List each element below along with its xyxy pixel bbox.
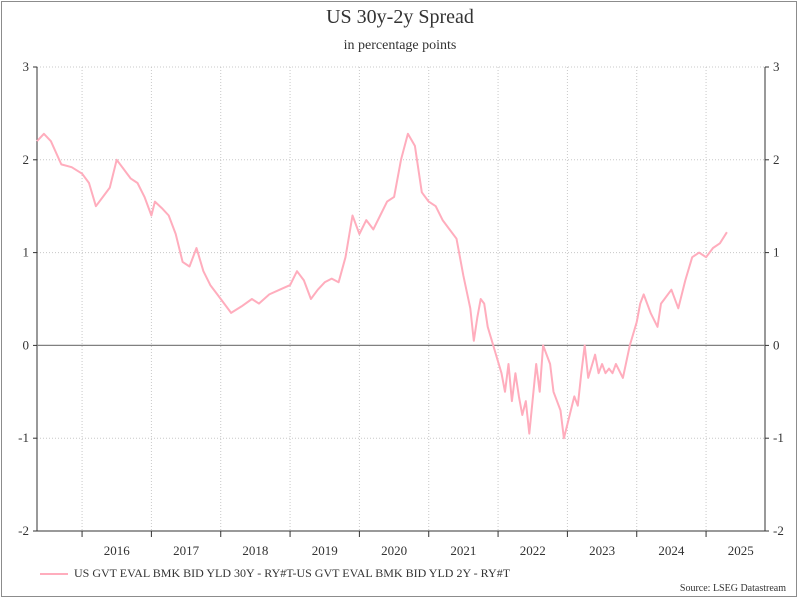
x-tick-label: 2025 xyxy=(728,543,754,558)
x-tick-label: 2020 xyxy=(381,543,407,558)
tick-labels: -2 -2 -1 -1 0 0 1 1 2 2 3 3 2016 2017 2018 2019 2020 2021… xyxy=(18,59,784,558)
y-tick-label-right: 3 xyxy=(773,59,780,74)
legend-label: US GVT EVAL BMK BID YLD 30Y - RY#T-US GV… xyxy=(74,566,511,580)
legend-swatch xyxy=(40,572,68,575)
legend: US GVT EVAL BMK BID YLD 30Y - RY#T-US GV… xyxy=(40,566,510,581)
y-tick-label-right: -2 xyxy=(773,523,784,538)
series-line xyxy=(36,132,728,440)
y-tick-label-right: 1 xyxy=(773,245,780,260)
y-tick-label-left: 1 xyxy=(23,245,30,260)
y-tick-label-left: 2 xyxy=(23,152,30,167)
grid-lines xyxy=(37,66,765,531)
x-tick-label: 2021 xyxy=(450,543,476,558)
x-tick-label: 2022 xyxy=(520,543,546,558)
y-tick-label-right: 2 xyxy=(773,152,780,167)
y-tick-label-left: 3 xyxy=(23,59,30,74)
x-tick-label: 2019 xyxy=(312,543,338,558)
chart-subtitle: in percentage points xyxy=(343,38,457,53)
x-tick-label: 2023 xyxy=(589,543,615,558)
y-tick-label-left: -1 xyxy=(18,430,29,445)
chart-title: US 30y-2y Spread xyxy=(326,6,474,28)
y-tick-label-right: -1 xyxy=(773,430,784,445)
source-note: Source: LSEG Datastream xyxy=(679,583,786,594)
x-tick-label: 2017 xyxy=(173,543,200,558)
y-tick-label-left: -2 xyxy=(18,523,29,538)
y-tick-label-right: 0 xyxy=(773,337,780,352)
series-layer xyxy=(36,132,728,440)
x-tick-label: 2018 xyxy=(242,543,268,558)
x-tick-label: 2016 xyxy=(104,543,131,558)
x-tick-label: 2024 xyxy=(658,543,685,558)
axes xyxy=(33,66,769,537)
y-tick-label-left: 0 xyxy=(23,337,30,352)
